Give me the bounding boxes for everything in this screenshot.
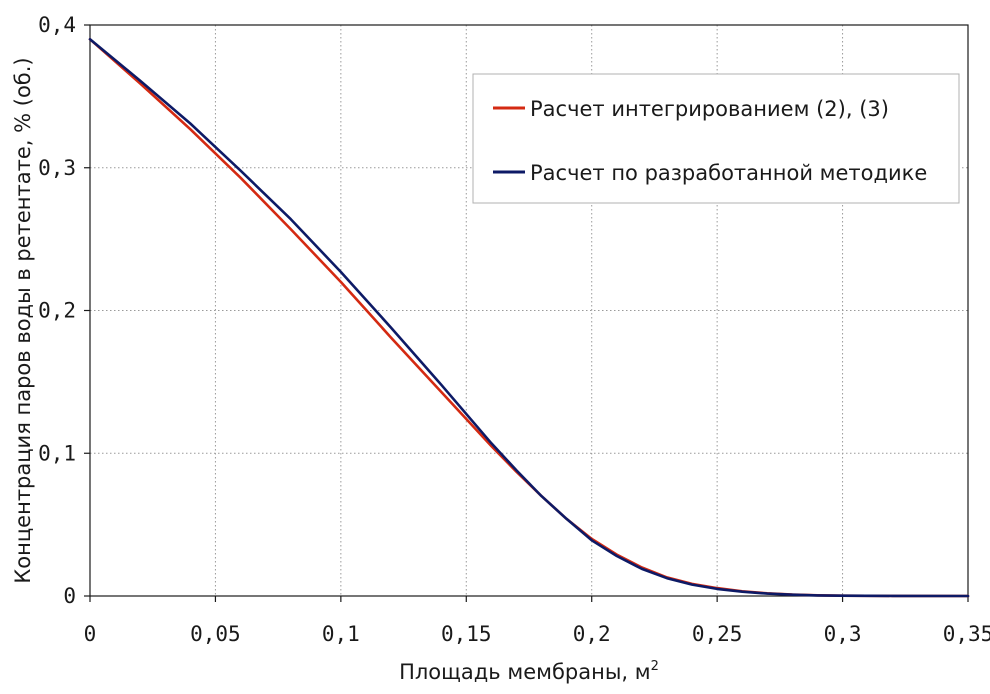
x-tick-label: 0,15 bbox=[441, 622, 492, 646]
x-axis-title: Площадь мембраны, м2 bbox=[399, 659, 659, 684]
legend: Расчет интегрированием (2), (3) Расчет п… bbox=[472, 73, 960, 204]
y-tick-label: 0 bbox=[63, 584, 76, 608]
legend-label-integration: Расчет интегрированием (2), (3) bbox=[530, 97, 889, 121]
x-axis-title-superscript: 2 bbox=[651, 659, 659, 674]
legend-label-method: Расчет по разработанной методике bbox=[530, 161, 927, 185]
y-tick-label: 0,2 bbox=[38, 299, 76, 323]
x-tick-label: 0 bbox=[84, 622, 97, 646]
x-tick-label: 0,05 bbox=[190, 622, 241, 646]
legend-box bbox=[472, 73, 960, 204]
series-layer bbox=[88, 37, 970, 598]
y-tick-label: 0,4 bbox=[38, 13, 76, 37]
x-tick-label: 0,3 bbox=[824, 622, 862, 646]
x-tick-label: 0,25 bbox=[692, 622, 743, 646]
grid bbox=[90, 25, 968, 596]
y-tick-label: 0,3 bbox=[38, 156, 76, 180]
y-tick-label: 0,1 bbox=[38, 441, 76, 465]
series-line-method bbox=[88, 37, 970, 598]
y-axis-title: Концентрация паров воды в ретентате, % (… bbox=[11, 57, 35, 583]
x-tick-label: 0,35 bbox=[943, 622, 990, 646]
x-tick-label: 0,1 bbox=[322, 622, 360, 646]
axis-ticks: 0 0,05 0,1 0,15 0,2 0,25 0,3 0,35 0 0,1 0,2 0,3 0,4 bbox=[38, 13, 990, 646]
x-tick-label: 0,2 bbox=[573, 622, 611, 646]
